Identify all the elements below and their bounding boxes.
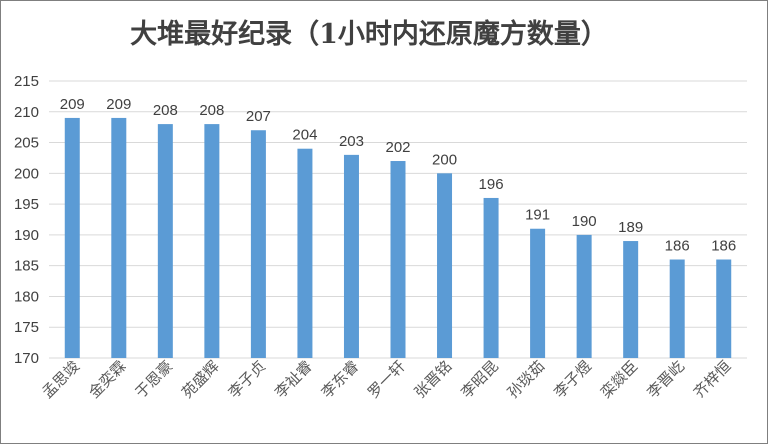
- bar: [250, 130, 266, 358]
- bar: [111, 117, 127, 358]
- bar: [483, 197, 499, 358]
- x-tick-label: 李子煜: [550, 357, 595, 402]
- data-label: 200: [432, 151, 457, 168]
- x-axis-labels: 孟思竣 金奕霖 于恩豪 苑盛辉 李子贞 李祉睿 李东睿 罗一轩 张晋铭 李昭昆 孙琰茹 李子煜 栾燚臣李…: [39, 357, 735, 402]
- data-label: 203: [339, 133, 364, 150]
- bar: [576, 234, 592, 358]
- y-tick-label: 190: [14, 227, 39, 244]
- bar: [204, 124, 220, 358]
- y-tick-label: 185: [14, 258, 39, 275]
- bar: [343, 154, 359, 358]
- data-label: 207: [246, 108, 271, 125]
- bar: [297, 148, 313, 358]
- y-tick-label: 170: [14, 350, 39, 367]
- x-tick-label: 苑盛辉: [178, 357, 223, 402]
- x-tick-label: 李东睿: [318, 357, 363, 402]
- y-tick-label: 215: [14, 73, 39, 90]
- data-label: 186: [665, 238, 690, 255]
- data-label: 186: [711, 238, 736, 255]
- x-tick-label: 罗一轩: [364, 357, 409, 402]
- data-label: 204: [292, 127, 317, 144]
- data-label: 196: [479, 176, 504, 193]
- data-label: 208: [199, 102, 224, 119]
- y-axis-ticks: 170 175 180 185 190 195 200 205 210 215: [14, 73, 39, 367]
- bar: [390, 161, 406, 358]
- bar: [623, 241, 639, 358]
- x-tick-label: 金奕霖: [85, 357, 130, 402]
- chart-title: 大堆最好纪录（1小时内还原魔方数量）: [130, 18, 608, 50]
- x-tick-label: 孟思竣: [39, 357, 84, 402]
- y-tick-label: 205: [14, 135, 39, 152]
- bar: [716, 259, 732, 358]
- x-tick-label: 孙琰茹: [504, 357, 549, 402]
- data-label: 189: [618, 219, 643, 236]
- x-tick-label: 李晋屹: [643, 357, 688, 402]
- bar: [64, 117, 80, 358]
- data-label: 209: [106, 96, 131, 113]
- y-tick-label: 210: [14, 104, 39, 121]
- bar: [669, 259, 685, 358]
- data-label: 190: [572, 213, 597, 230]
- data-label: 208: [153, 102, 178, 119]
- x-tick-label: 张晋铭: [411, 357, 456, 402]
- data-label: 209: [60, 96, 85, 113]
- y-tick-label: 180: [14, 288, 39, 305]
- y-tick-label: 200: [14, 165, 39, 182]
- x-tick-label: 李祉睿: [271, 357, 316, 402]
- data-label: 191: [525, 207, 550, 224]
- bar: [530, 228, 546, 358]
- x-tick-label: 李昭昆: [457, 357, 502, 402]
- data-label: 202: [385, 139, 410, 156]
- x-tick-label: 栾燚臣: [597, 357, 642, 402]
- x-tick-label: 于恩豪: [132, 357, 177, 402]
- x-tick-label: 李子贞: [225, 357, 270, 402]
- bar: [157, 124, 173, 358]
- bar: [437, 173, 453, 358]
- y-tick-label: 175: [14, 319, 39, 336]
- data-labels: 209 209 208 208 207 204 203 202 200 196 191 190 189 1…: [60, 96, 736, 255]
- x-tick-label: 齐梓恒: [690, 357, 735, 402]
- bars: [64, 117, 732, 358]
- y-tick-label: 195: [14, 196, 39, 213]
